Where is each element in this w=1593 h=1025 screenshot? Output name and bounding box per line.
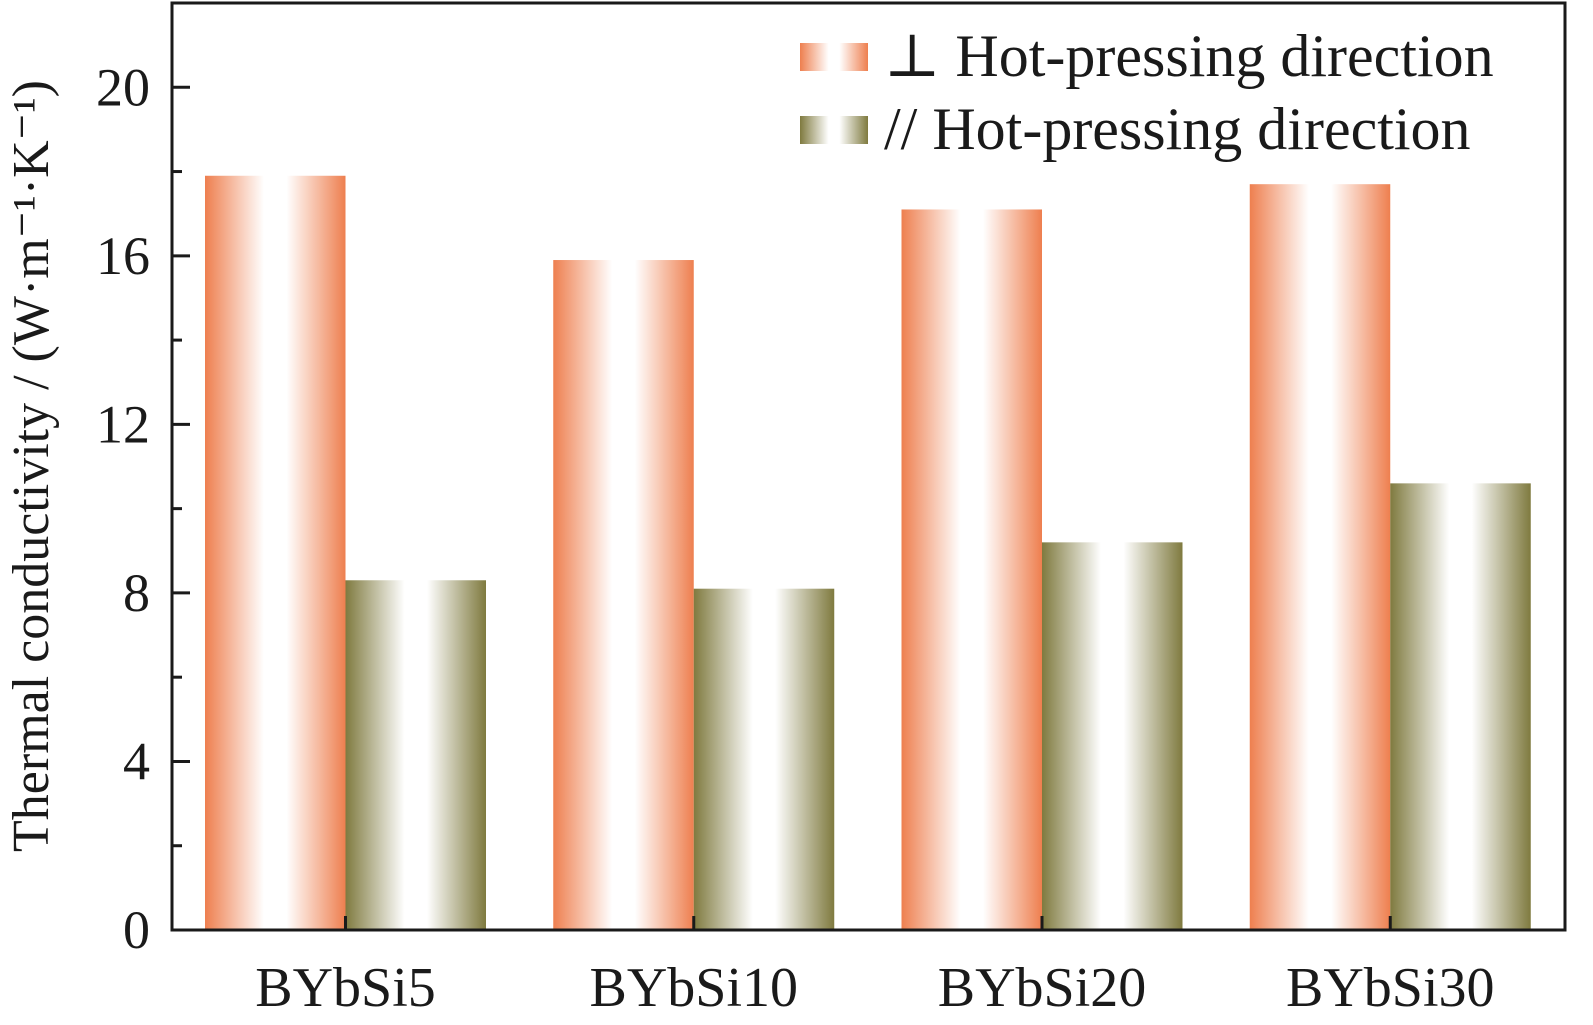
bar-BYbSi5-series1 bbox=[205, 175, 346, 930]
x-tick-label: BYbSi10 bbox=[590, 957, 799, 1019]
bar-BYbSi30-series2 bbox=[1390, 483, 1531, 930]
bar-BYbSi20-series1 bbox=[901, 209, 1042, 930]
x-tick-label: BYbSi30 bbox=[1286, 957, 1495, 1019]
plot-frame bbox=[170, 1, 1567, 932]
bars bbox=[205, 175, 1531, 930]
bar-BYbSi10-series1 bbox=[553, 260, 694, 930]
axis-ticks bbox=[172, 1, 1392, 932]
y-tick-label: 20 bbox=[96, 57, 150, 117]
bar-BYbSi20-series2 bbox=[1042, 542, 1183, 930]
legend-label: ⊥ Hot-pressing direction bbox=[884, 23, 1494, 89]
legend: ⊥ Hot-pressing direction // Hot-pressing … bbox=[800, 23, 1494, 162]
legend-swatch bbox=[800, 116, 868, 144]
y-tick-label: 8 bbox=[123, 563, 150, 623]
bar-BYbSi5-series2 bbox=[345, 580, 486, 930]
x-tick-labels: BYbSi5 BYbSi10 BYbSi20 BYbSi30 bbox=[255, 957, 1494, 1019]
y-tick-labels: 0 4 8 12 16 20 bbox=[96, 57, 150, 960]
y-tick-label: 16 bbox=[96, 226, 150, 286]
bar-BYbSi10-series2 bbox=[693, 588, 835, 930]
y-tick-label: 4 bbox=[123, 731, 150, 791]
x-tick-label: BYbSi5 bbox=[255, 957, 436, 1019]
y-tick-label: 0 bbox=[123, 900, 150, 960]
y-tick-label: 12 bbox=[96, 394, 150, 454]
x-tick-label: BYbSi20 bbox=[938, 957, 1147, 1019]
y-axis-label: Thermal conductivity / (W·m⁻¹·K⁻¹) bbox=[3, 80, 60, 852]
legend-label: // Hot-pressing direction bbox=[884, 96, 1471, 162]
legend-swatch bbox=[800, 43, 868, 71]
bar-BYbSi30-series1 bbox=[1249, 184, 1391, 930]
